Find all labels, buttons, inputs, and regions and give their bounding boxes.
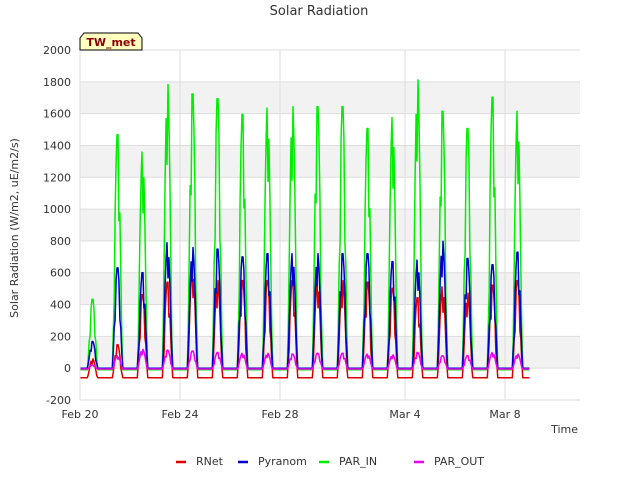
legend-label-pyranom: Pyranom: [258, 455, 307, 468]
x-tick-label: Feb 20: [62, 408, 99, 421]
y-tick-label: 200: [50, 330, 71, 343]
legend-label-par-in: PAR_IN: [339, 455, 377, 468]
y-tick-label: 400: [50, 299, 71, 312]
y-axis-label: Solar Radiation (W/m2, uE/m2/s): [8, 138, 21, 318]
y-tick-label: 0: [64, 362, 71, 375]
plot-band: [80, 209, 580, 241]
legend-label-par-out: PAR_OUT: [434, 455, 484, 468]
legend-label-rnet: RNet: [196, 455, 224, 468]
series-line-pyranom: [80, 240, 530, 369]
x-tick-label: Mar 4: [389, 408, 420, 421]
y-tick-label: 2000: [43, 44, 71, 57]
series-line-par-in: [80, 79, 530, 371]
plot-band: [80, 81, 580, 114]
x-tick-label: Mar 8: [489, 408, 520, 421]
x-tick-label: Feb 28: [262, 408, 299, 421]
y-tick-label: -200: [46, 394, 71, 407]
legend: RNet Pyranom PAR_IN PAR_OUT: [176, 455, 484, 468]
annotation-label: TW_met: [86, 36, 135, 49]
y-tick-label: 600: [50, 267, 71, 280]
annotation-box-shape: [79, 32, 143, 51]
y-tick-label: 1200: [43, 171, 71, 184]
x-tick-label: Feb 24: [162, 408, 199, 421]
x-axis-label: Time: [550, 423, 578, 436]
y-tick-label: 800: [50, 235, 71, 248]
series-line-rnet: [80, 265, 530, 379]
y-tick-label: 1800: [43, 76, 71, 89]
plot-band: [80, 145, 580, 178]
y-tick-label: 1000: [43, 203, 71, 216]
series-layer: [80, 79, 530, 379]
chart-title: Solar Radiation: [270, 4, 369, 19]
axes: -200 0 200 400 600 800 1000 1200 1400 1600 1800 200…: [43, 44, 521, 421]
y-tick-label: 1600: [43, 108, 71, 121]
annotation-box: TW_met: [79, 32, 143, 51]
series-line-par-out: [80, 348, 530, 370]
y-tick-label: 1400: [43, 139, 71, 152]
